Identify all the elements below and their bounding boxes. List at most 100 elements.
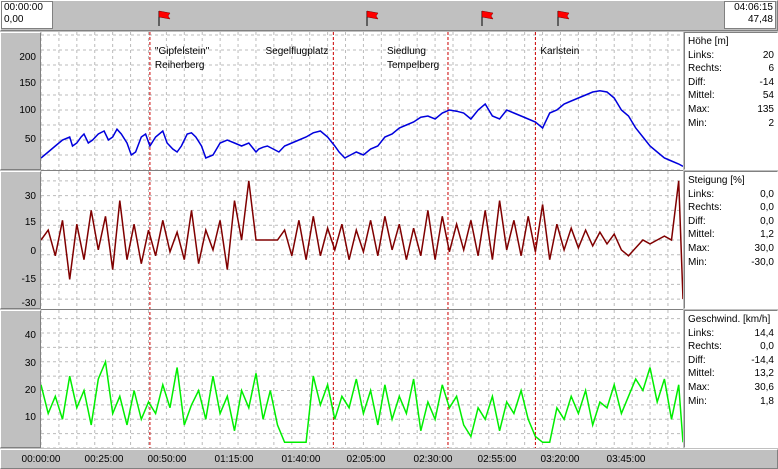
stat-row: Rechts: 6 [688,62,774,76]
stat-row: Diff: -14,4 [688,354,774,368]
marker-label: Karlstein [540,46,579,57]
stat-value: 0,0 [760,188,774,200]
stat-row: Max: 135 [688,103,774,117]
stat-label: Max: [688,242,710,254]
y-tick-label: -30 [21,298,36,309]
stat-label: Max: [688,381,710,393]
stat-row: Diff: -14 [688,76,774,90]
stat-label: Mittel: [688,368,715,380]
y-tick-label: 10 [24,412,36,423]
stat-row: Links: 14,4 [688,327,774,341]
flag-icon[interactable] [158,10,171,26]
stat-row: Mittel: 1,2 [688,228,774,242]
flag-icon[interactable] [557,10,570,26]
stat-label: Max: [688,103,710,115]
stat-value: -14 [759,76,774,88]
stat-value: 1,8 [760,395,774,407]
speed-stats-title: Geschwind. [km/h] [688,314,771,325]
y-tick-label: 0 [30,246,36,257]
time-tick-label: 00:25:00 [84,454,124,465]
stat-value: 0,0 [760,215,774,227]
y-tick-label: 150 [19,78,36,89]
stat-value: 14,4 [754,327,774,339]
marker-label: Segelflugplatz [266,46,329,57]
right-value: 47,48 [747,14,773,25]
time-tick-label: 02:05:00 [346,454,386,465]
marker-flags [158,10,570,26]
flag-icon[interactable] [481,10,494,26]
stat-label: Mittel: [688,90,715,102]
stat-label: Links: [688,327,715,339]
stat-label: Mittel: [688,229,715,241]
stat-label: Links: [688,49,715,61]
y-tick-label: 15 [24,217,36,228]
stat-value: 30,0 [754,242,774,254]
series-line-Steigung [41,180,683,300]
marker-track[interactable] [54,1,723,30]
speed-stats-panel: Geschwind. [km/h] Links: 14,4 Rechts: 0,0 Di… [684,310,778,448]
stat-value: 2 [768,117,774,129]
stat-label: Min: [688,256,707,268]
stat-label: Diff: [688,354,706,366]
stat-label: Min: [688,117,707,129]
marker-label: Siedlung [387,46,426,57]
flag-icon[interactable] [366,10,379,26]
stat-value: 6 [768,63,774,75]
stat-value: 30,6 [754,381,774,393]
height-axis-panel [0,32,41,170]
stat-value: 0,0 [760,202,774,214]
y-tick-label: 40 [24,330,36,341]
left-cursor-readout: 00:00:00 0,00 [1,1,53,29]
stat-row: Min: 1,8 [688,395,774,409]
stat-label: Links: [688,188,715,200]
time-tick-label: 01:40:00 [281,454,321,465]
marker-label: "Gipfelstein" [155,46,210,57]
time-tick-label: 00:00:00 [21,454,61,465]
stat-label: Diff: [688,215,706,227]
stat-value: 0,0 [760,341,774,353]
plot-background [41,310,683,448]
stat-value: -30,0 [751,256,774,268]
stat-label: Rechts: [688,63,722,75]
stat-row: Diff: 0,0 [688,215,774,229]
stat-row: Min: -30,0 [688,256,774,270]
series-line-Höhe [41,90,683,168]
stat-value: 54 [762,90,774,102]
stat-value: 1,2 [760,229,774,241]
y-tick-label: 20 [24,385,36,396]
right-cursor-readout: 04:06:15 47,48 [724,1,776,29]
y-tick-label: 100 [19,105,36,116]
marker-label: Reiherberg [155,60,204,71]
y-tick-label: 30 [24,191,36,202]
stat-row: Links: 0,0 [688,188,774,202]
time-tick-label: 02:30:00 [413,454,453,465]
height-stats-panel: Höhe [m] Links: 20 Rechts: 6 Diff: -14 Mittel:… [684,32,778,170]
stat-row: Min: 2 [688,117,774,131]
stat-row: Max: 30,6 [688,381,774,395]
right-time: 04:06:15 [734,2,773,13]
stat-row: Links: 20 [688,49,774,63]
stat-label: Rechts: [688,202,722,214]
top-bar [0,0,778,31]
y-tick-label: 30 [24,358,36,369]
stat-value: 20 [762,49,774,61]
y-tick-label: 50 [24,134,36,145]
stat-value: 13,2 [754,368,774,380]
stat-label: Min: [688,395,707,407]
stat-value: -14,4 [751,354,774,366]
slope-axis-panel [0,171,41,309]
stat-label: Diff: [688,76,706,88]
slope-stats-panel: Steigung [%] Links: 0,0 Rechts: 0,0 Diff: 0,0… [684,171,778,309]
stat-label: Rechts: [688,341,722,353]
left-time: 00:00:00 [4,2,43,13]
y-tick-label: -15 [21,274,36,285]
left-value: 0,00 [4,14,24,25]
time-tick-label: 02:55:00 [477,454,517,465]
speed-axis-panel [0,310,41,448]
stat-row: Mittel: 54 [688,89,774,103]
height-stats-title: Höhe [m] [688,36,729,47]
stat-row: Max: 30,0 [688,242,774,256]
marker-label: Tempelberg [387,60,439,71]
time-tick-label: 00:50:00 [147,454,187,465]
chart-area[interactable]: "Gipfelstein" Reiherberg Segelflugplatz Sie… [41,32,683,448]
